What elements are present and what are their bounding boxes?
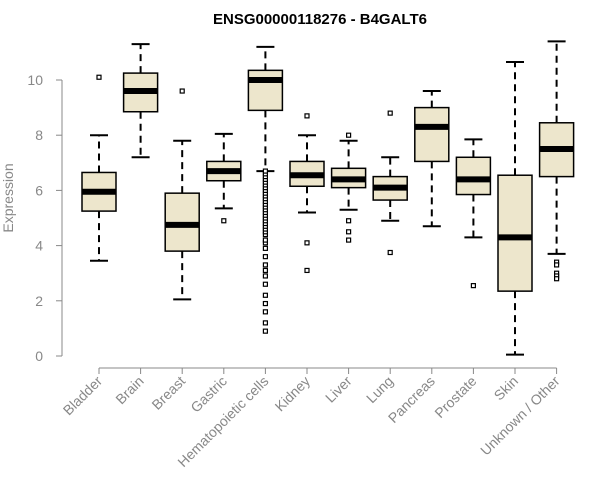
box-lung [372, 110, 408, 256]
iqr-box [414, 106, 450, 163]
outlier-point [262, 309, 268, 315]
x-tick-label: Unknown / Other [477, 373, 563, 459]
outlier-point [346, 132, 352, 138]
outlier-point [346, 218, 352, 224]
x-tick-label: Liver [322, 373, 355, 406]
outlier-point [262, 237, 268, 243]
outlier-point [262, 245, 268, 251]
y-axis: 0 2 4 6 8 10 [27, 72, 63, 364]
x-tick-label: Prostate [431, 373, 479, 421]
outlier-point [96, 74, 102, 80]
outlier-point [346, 237, 352, 243]
box-gastric [206, 132, 242, 224]
outlier-point [387, 249, 393, 256]
y-tick-label: 8 [35, 127, 43, 143]
y-tick-label: 2 [35, 293, 43, 309]
box-unknown-other [538, 40, 575, 282]
y-tick-label: 4 [35, 238, 43, 254]
box-brain [122, 43, 159, 159]
box-pancreas [414, 90, 450, 228]
outlier-point [262, 292, 268, 298]
outlier-point [262, 262, 268, 268]
box-skin [497, 61, 533, 356]
y-axis-label: Expression [0, 163, 16, 232]
y-tick-label: 6 [35, 182, 43, 198]
outlier-point [470, 283, 476, 289]
outlier-point [262, 328, 268, 334]
outlier-point [262, 168, 268, 174]
iqr-box [497, 174, 533, 292]
x-tick-label: Brain [112, 373, 146, 407]
x-tick-label: Breast [148, 373, 188, 413]
x-tick-label: Skin [491, 373, 522, 404]
y-tick-label: 0 [35, 348, 43, 364]
outlier-point [262, 300, 268, 307]
box-bladder [81, 74, 117, 262]
outlier-point [304, 267, 310, 274]
outlier-point [304, 240, 310, 246]
outlier-point [221, 218, 227, 224]
iqr-box [455, 156, 492, 196]
outlier-point [262, 320, 268, 326]
x-tick-label: Lung [363, 373, 396, 406]
outlier-point [262, 267, 268, 274]
outlier-point [262, 281, 268, 287]
boxes-group [81, 40, 575, 356]
outlier-point [553, 262, 560, 268]
outlier-point [553, 276, 560, 282]
outlier-point [262, 273, 268, 279]
outlier-point [179, 88, 185, 94]
outlier-point [346, 229, 352, 235]
outlier-point [262, 254, 268, 260]
iqr-box [247, 69, 284, 112]
box-liver [330, 132, 367, 243]
box-prostate [455, 138, 492, 289]
outlier-point [304, 113, 310, 119]
chart-title: ENSG00000118276 - B4GALT6 [213, 11, 427, 28]
x-tick-label: Bladder [60, 373, 106, 419]
box-breast [164, 88, 200, 301]
x-tick-label: Kidney [272, 373, 314, 415]
y-tick-label: 10 [27, 72, 43, 88]
outlier-point [387, 110, 393, 116]
box-kidney [289, 113, 325, 274]
box-hematopoietic-cells [247, 45, 284, 334]
